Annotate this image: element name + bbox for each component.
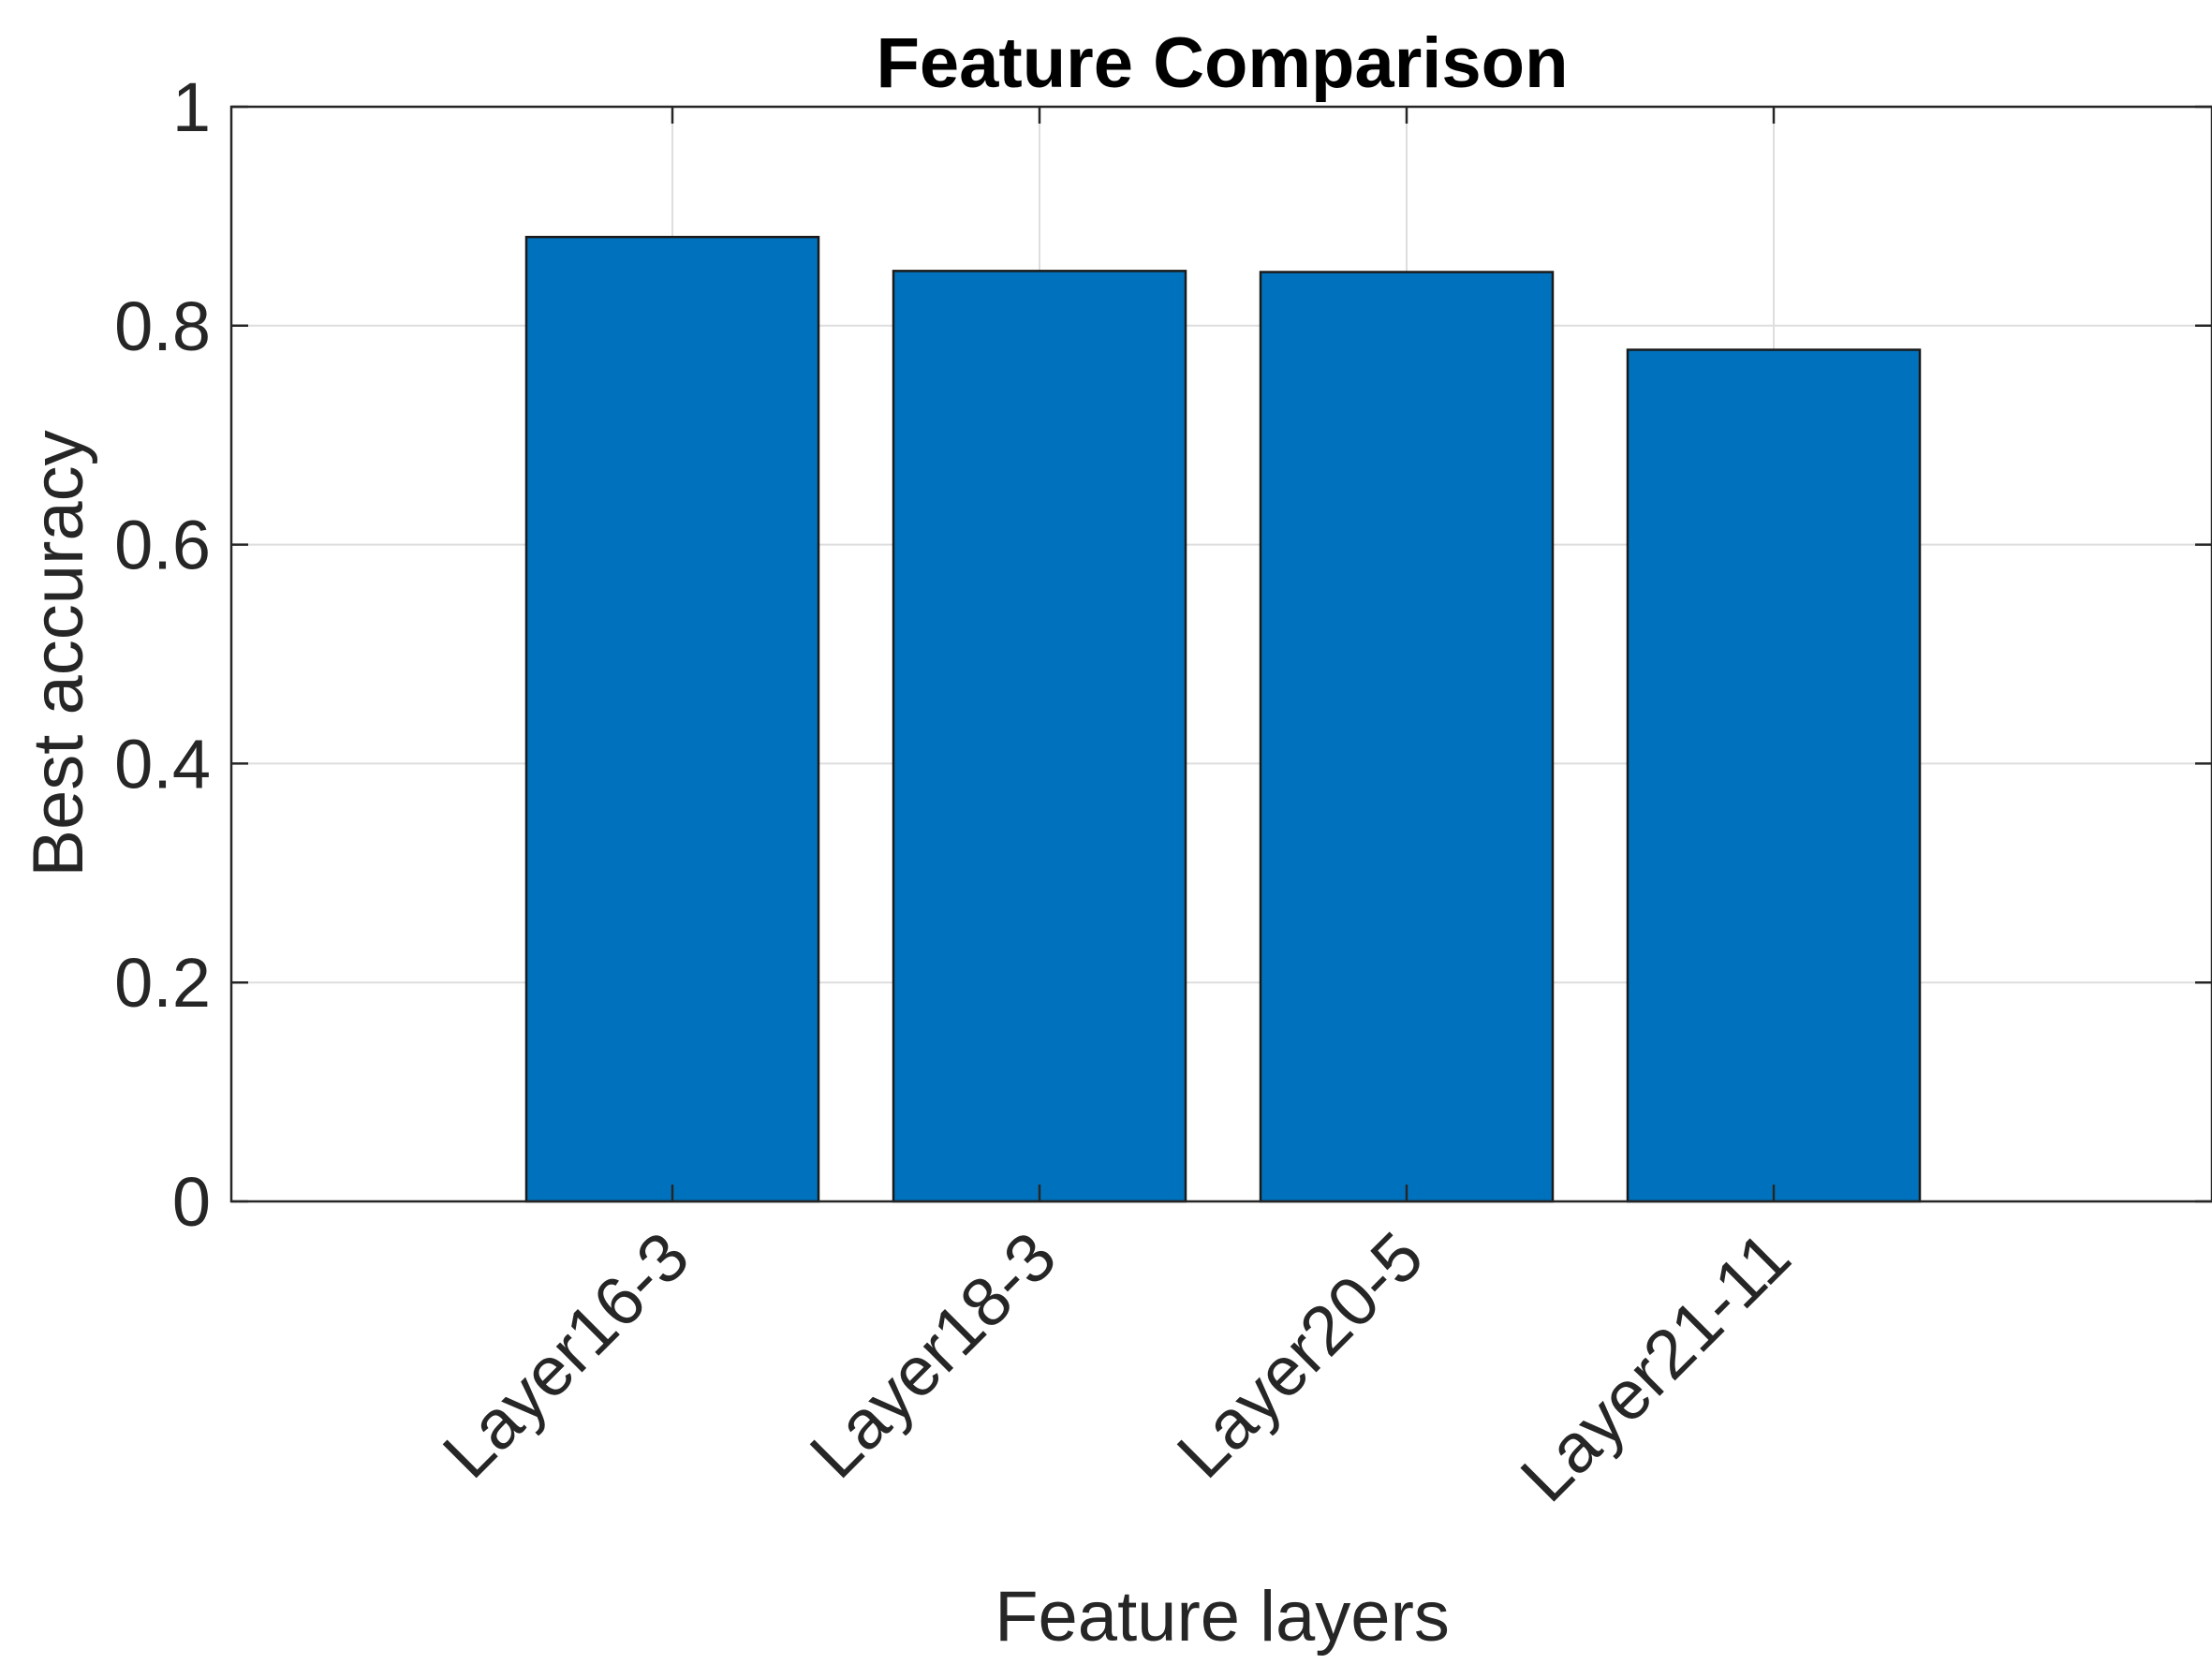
x-tick-labels: Layer16-3 Layer18-3 Layer20-5 Layer21-11 [428, 1217, 1805, 1517]
tick-marks [231, 105, 2212, 1203]
bar-layer20-5 [1259, 271, 1555, 1203]
x-tick-label: Layer16-3 [428, 1217, 703, 1493]
x-tick-label: Layer20-5 [1162, 1217, 1438, 1493]
x-tick-label: Layer21-11 [1506, 1217, 1806, 1517]
y-tick-label: 0.2 [114, 944, 211, 1022]
y-tick-label: 0.4 [114, 725, 211, 803]
y-tick-label: 0.6 [114, 507, 211, 584]
chart-title: Feature Comparison [876, 23, 1568, 103]
bar-layer16-3 [524, 235, 820, 1203]
y-axis-label: Best accuracy [19, 430, 98, 876]
x-tick-label: Layer18-3 [795, 1217, 1070, 1493]
x-axis-label: Feature layers [995, 1577, 1450, 1657]
y-tick-label: 0.8 [114, 287, 211, 365]
bar-layer18-3 [892, 270, 1187, 1203]
y-tick-label: 0 [172, 1163, 211, 1241]
y-tick-labels: 0 0.2 0.4 0.6 0.8 1 [114, 68, 211, 1241]
bars [524, 235, 1922, 1203]
bar-layer21-11 [1626, 348, 1922, 1203]
axes-frame [229, 105, 2212, 1203]
y-tick-label: 1 [172, 68, 211, 146]
